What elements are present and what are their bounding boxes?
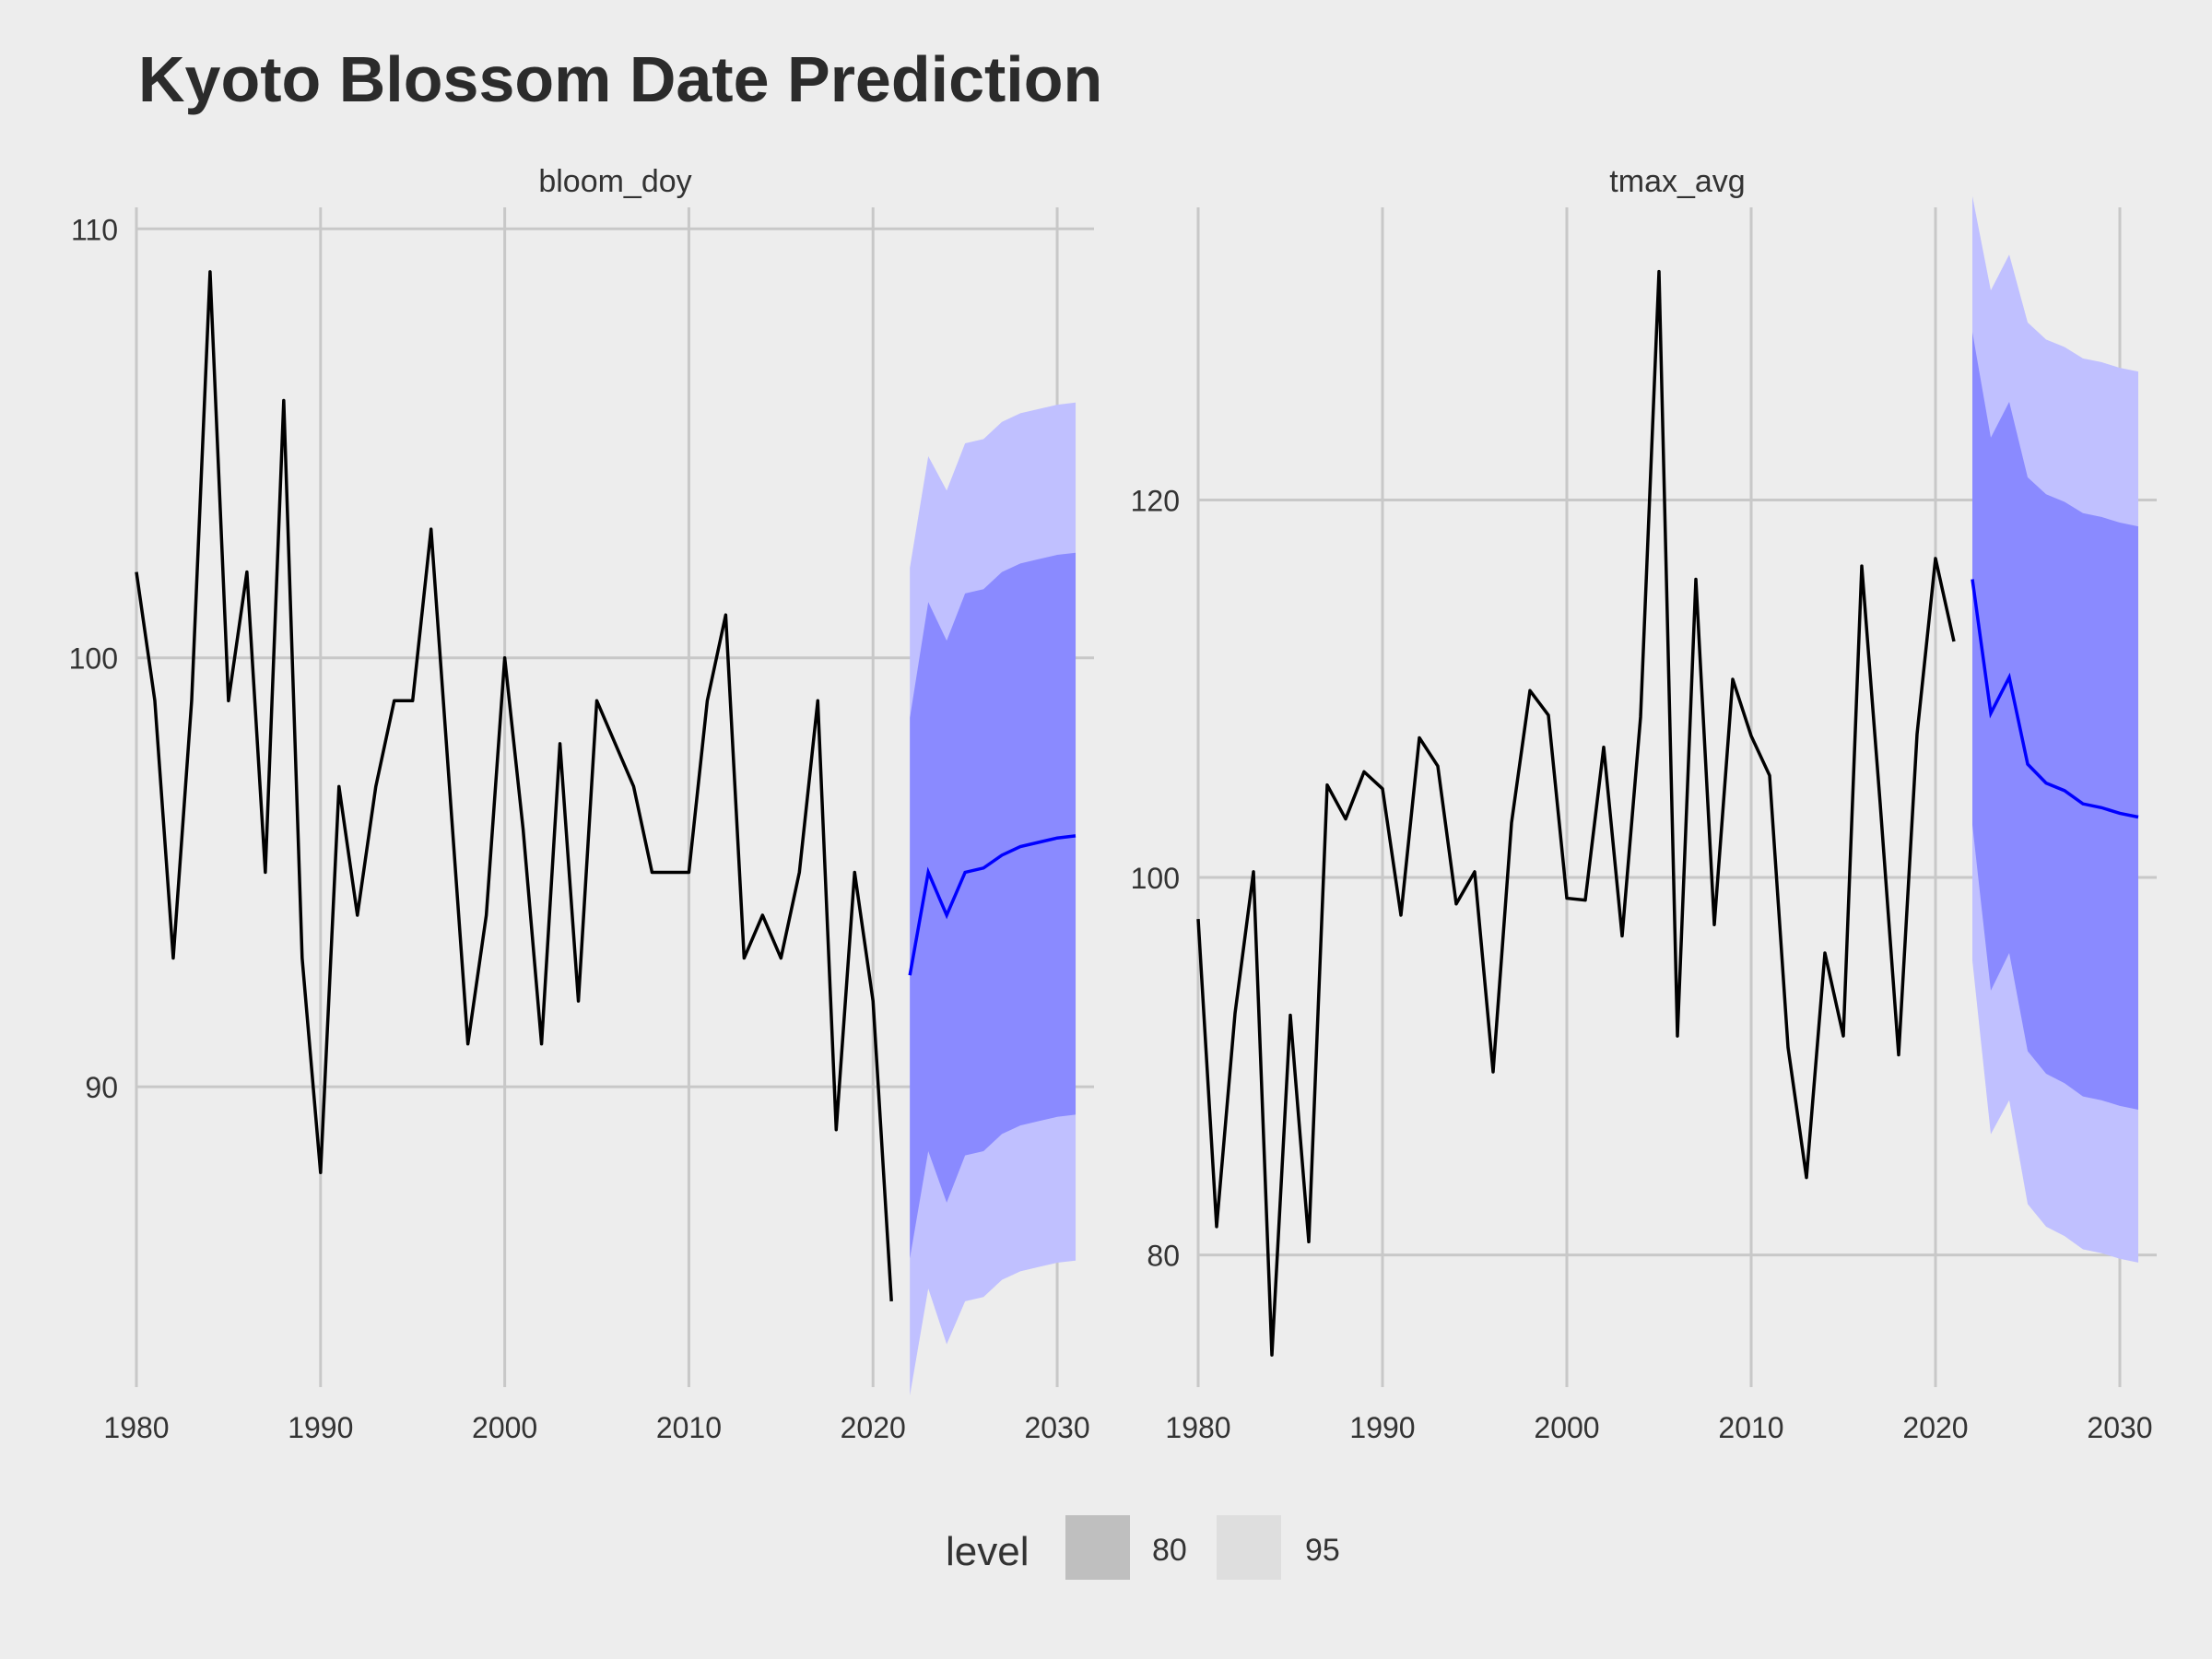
x-tick-label: 2020 (1902, 1411, 1968, 1444)
x-tick-label: 1980 (103, 1411, 169, 1444)
y-tick-label: 90 (85, 1071, 118, 1104)
x-tick-label: 2020 (841, 1411, 906, 1444)
panel-tmax_avg: tmax_avg 1980 1990 2000 2010 2020 2030 80 100 120 (1131, 164, 2157, 1444)
x-tick-label: 2030 (2087, 1411, 2152, 1444)
y-tick-label: 100 (1131, 862, 1180, 895)
x-tick-label: 1990 (288, 1411, 353, 1444)
x-tick-label: 1980 (1165, 1411, 1230, 1444)
x-tick-label: 1990 (1349, 1411, 1415, 1444)
x-tick-label: 2010 (1718, 1411, 1783, 1444)
y-tick-label: 120 (1131, 484, 1180, 517)
facet-label: tmax_avg (1609, 164, 1745, 199)
forecast-mean-line (1971, 579, 2139, 819)
x-tick-label: 2010 (656, 1411, 722, 1444)
history-line (1196, 269, 1956, 1357)
facet-label: bloom_doy (538, 164, 691, 199)
band-80 (910, 552, 1077, 1259)
legend-label-80: 80 (1152, 1533, 1187, 1568)
facet-panels: bloom_doy 1980 1990 2000 2010 2020 2030 90 100 11… (69, 164, 2157, 1444)
x-tick-label: 2000 (1534, 1411, 1599, 1444)
chart-title: Kyoto Blossom Date Prediction (138, 43, 1102, 115)
legend-swatch-95 (1217, 1515, 1281, 1580)
legend-label-95: 95 (1305, 1533, 1340, 1568)
y-tick-label: 100 (69, 642, 118, 676)
y-tick-label: 80 (1147, 1240, 1180, 1273)
x-tick-label: 2000 (472, 1411, 537, 1444)
history-line (135, 270, 893, 1302)
panel-bloom_doy: bloom_doy 1980 1990 2000 2010 2020 2030 90 100 11… (69, 164, 1094, 1444)
forecast-mean-line (908, 834, 1077, 976)
y-tick-label: 110 (71, 213, 118, 246)
legend-title: level (946, 1529, 1030, 1574)
legend: level 80 95 (946, 1515, 1340, 1580)
legend-swatch-80 (1065, 1515, 1130, 1580)
x-tick-label: 2030 (1024, 1411, 1089, 1444)
band-80 (1972, 332, 2138, 1110)
